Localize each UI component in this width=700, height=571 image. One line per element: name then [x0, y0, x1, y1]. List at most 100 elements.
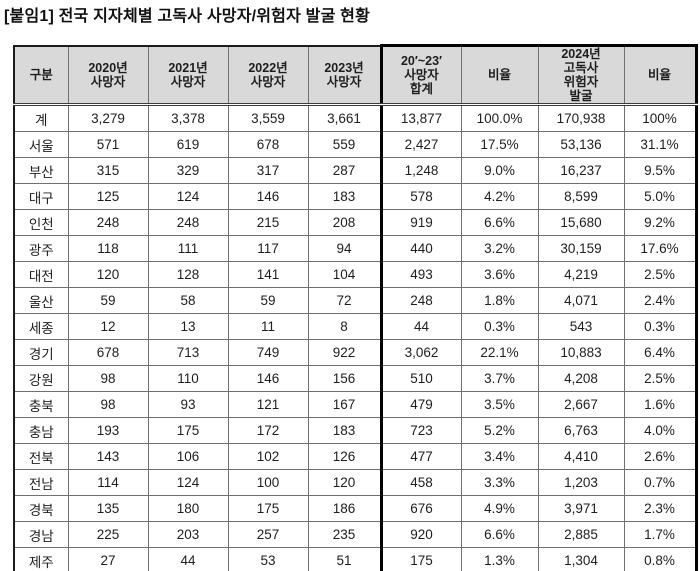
- data-cell: 183: [307, 183, 382, 210]
- data-cell: 3.7%: [460, 365, 539, 392]
- data-cell: 2,885: [537, 521, 625, 548]
- table-row: 부산 315 329 317 287 1,248 9.0% 16,237 9.5%: [13, 157, 698, 184]
- data-cell: 135: [67, 495, 149, 522]
- data-cell: 248: [67, 209, 149, 236]
- data-cell: 6.6%: [460, 209, 539, 236]
- data-cell: 44: [379, 313, 462, 340]
- data-cell: 3,661: [307, 104, 382, 132]
- table-row: 전남 114 124 100 120 458 3.3% 1,203 0.7%: [13, 469, 698, 496]
- data-cell: 257: [227, 521, 309, 548]
- header-cell-deaths-2021: 2021년 사망자: [147, 45, 229, 106]
- header-cell-risk-found-2024: 2024년 고독사 위험자 발굴: [537, 44, 625, 106]
- data-cell: 186: [307, 495, 382, 522]
- data-cell: 121: [227, 391, 309, 418]
- data-cell: 100: [227, 469, 309, 496]
- data-cell: 2.5%: [623, 365, 698, 392]
- header-cell-deaths-2022: 2022년 사망자: [227, 45, 309, 106]
- row-label-cell: 서울: [13, 131, 69, 158]
- data-cell: 31.1%: [623, 131, 698, 158]
- table-row: 광주 118 111 117 94 440 3.2% 30,159 17.6%: [13, 235, 698, 262]
- row-label-cell: 전북: [13, 443, 69, 470]
- data-cell: 104: [307, 261, 382, 288]
- data-cell: 440: [379, 235, 462, 262]
- data-cell: 1.8%: [460, 287, 539, 314]
- data-cell: 118: [67, 235, 149, 262]
- data-cell: 44: [147, 547, 229, 571]
- row-label-cell: 제주: [13, 547, 69, 571]
- data-cell: 13,877: [379, 104, 462, 132]
- data-cell: 3.5%: [460, 391, 539, 418]
- table-row: 경남 225 203 257 235 920 6.6% 2,885 1.7%: [13, 521, 698, 548]
- data-cell: 1,248: [379, 157, 462, 184]
- data-cell: 12: [67, 313, 149, 340]
- header-cell-gubun: 구분: [13, 45, 69, 106]
- data-cell: 4.9%: [460, 495, 539, 522]
- data-cell: 678: [227, 131, 309, 158]
- data-cell: 6,763: [537, 417, 625, 444]
- data-cell: 167: [307, 391, 382, 418]
- data-cell: 1.7%: [623, 521, 698, 548]
- data-cell: 2.5%: [623, 261, 698, 288]
- data-cell: 1,304: [537, 547, 625, 571]
- data-cell: 146: [227, 183, 309, 210]
- data-cell: 317: [227, 157, 309, 184]
- data-cell: 919: [379, 209, 462, 236]
- data-cell: 175: [379, 547, 462, 571]
- data-cell: 208: [307, 209, 382, 236]
- data-cell: 193: [67, 417, 149, 444]
- table-row: 충남 193 175 172 183 723 5.2% 6,763 4.0%: [13, 417, 698, 444]
- row-label-cell: 경북: [13, 495, 69, 522]
- data-cell: 1.6%: [623, 391, 698, 418]
- data-cell: 117: [227, 235, 309, 262]
- data-cell: 3.4%: [460, 443, 539, 470]
- data-cell: 2.3%: [623, 495, 698, 522]
- data-cell: 248: [379, 287, 462, 314]
- data-cell: 111: [147, 235, 229, 262]
- data-cell: 2,427: [379, 131, 462, 158]
- data-cell: 3.3%: [460, 469, 539, 496]
- data-cell: 22.1%: [460, 339, 539, 366]
- data-cell: 9.5%: [623, 157, 698, 184]
- data-cell: 543: [537, 313, 625, 340]
- data-cell: 180: [147, 495, 229, 522]
- data-cell: 124: [147, 183, 229, 210]
- data-cell: 170,938: [537, 104, 625, 132]
- row-label-cell: 부산: [13, 157, 69, 184]
- data-cell: 120: [307, 469, 382, 496]
- table-row: 강원 98 110 146 156 510 3.7% 4,208 2.5%: [13, 365, 698, 392]
- row-label-cell: 계: [13, 104, 69, 132]
- data-cell: 98: [67, 365, 149, 392]
- data-cell: 72: [307, 287, 382, 314]
- data-cell: 0.7%: [623, 469, 698, 496]
- data-cell: 1,203: [537, 469, 625, 496]
- data-cell: 479: [379, 391, 462, 418]
- data-cell: 510: [379, 365, 462, 392]
- data-cell: 13: [147, 313, 229, 340]
- table-row: 계 3,279 3,378 3,559 3,661 13,877 100.0% 170,938…: [13, 104, 698, 132]
- header-cell-deaths-ratio: 비율: [460, 44, 539, 106]
- data-cell: 93: [147, 391, 229, 418]
- table-row: 경북 135 180 175 186 676 4.9% 3,971 2.3%: [13, 495, 698, 522]
- data-cell: 315: [67, 157, 149, 184]
- data-cell: 2.6%: [623, 443, 698, 470]
- header-row: 구분 2020년 사망자 2021년 사망자 2022년 사망자 2023년 사망자 20…: [13, 44, 698, 106]
- row-label-cell: 충북: [13, 391, 69, 418]
- data-cell: 8: [307, 313, 382, 340]
- row-label-cell: 대전: [13, 261, 69, 288]
- data-cell: 100%: [623, 104, 698, 132]
- table-row: 세종 12 13 11 8 44 0.3% 543 0.3%: [13, 313, 698, 340]
- data-cell: 6.6%: [460, 521, 539, 548]
- data-cell: 15,680: [537, 209, 625, 236]
- data-cell: 59: [227, 287, 309, 314]
- data-cell: 248: [147, 209, 229, 236]
- data-cell: 2.4%: [623, 287, 698, 314]
- data-cell: 156: [307, 365, 382, 392]
- data-cell: 329: [147, 157, 229, 184]
- row-label-cell: 충남: [13, 417, 69, 444]
- table-header: 구분 2020년 사망자 2021년 사망자 2022년 사망자 2023년 사망자 20…: [13, 44, 698, 106]
- data-cell: 578: [379, 183, 462, 210]
- data-cell: 183: [307, 417, 382, 444]
- data-cell: 30,159: [537, 235, 625, 262]
- table-row: 제주 27 44 53 51 175 1.3% 1,304 0.8%: [13, 547, 698, 571]
- data-cell: 106: [147, 443, 229, 470]
